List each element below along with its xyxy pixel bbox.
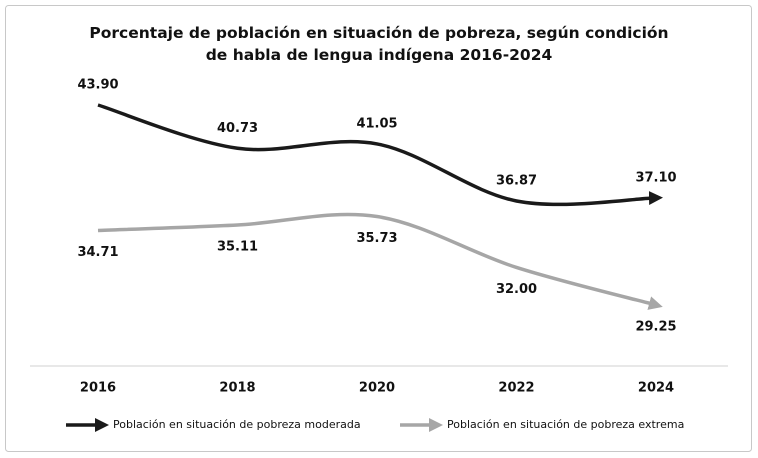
x-tick-label: 2024: [638, 381, 674, 396]
line: [97, 103, 663, 207]
data-label: 32.00: [496, 282, 537, 297]
frame: [5, 5, 752, 452]
data-label: 41.05: [356, 116, 397, 131]
line: [97, 212, 663, 310]
x-tick-label: 2022: [498, 381, 534, 396]
x-tick-label: 2018: [219, 381, 255, 396]
data-label: 35.11: [217, 240, 258, 255]
chart-title: Porcentaje de población en situación de …: [89, 24, 669, 64]
x-tick-label: 2020: [359, 381, 395, 396]
data-label: 36.87: [496, 173, 537, 188]
legend-label: Población en situación de pobreza extrem…: [447, 418, 684, 431]
data-label: 40.73: [217, 121, 258, 136]
data-label: 43.90: [77, 78, 118, 93]
legend-label: Población en situación de pobreza modera…: [113, 418, 361, 431]
x-tick-label: 2016: [80, 381, 116, 396]
data-label: 34.71: [77, 245, 118, 260]
data-label: 37.10: [635, 170, 676, 185]
data-label: 29.25: [635, 320, 676, 335]
data-label: 35.73: [356, 231, 397, 246]
